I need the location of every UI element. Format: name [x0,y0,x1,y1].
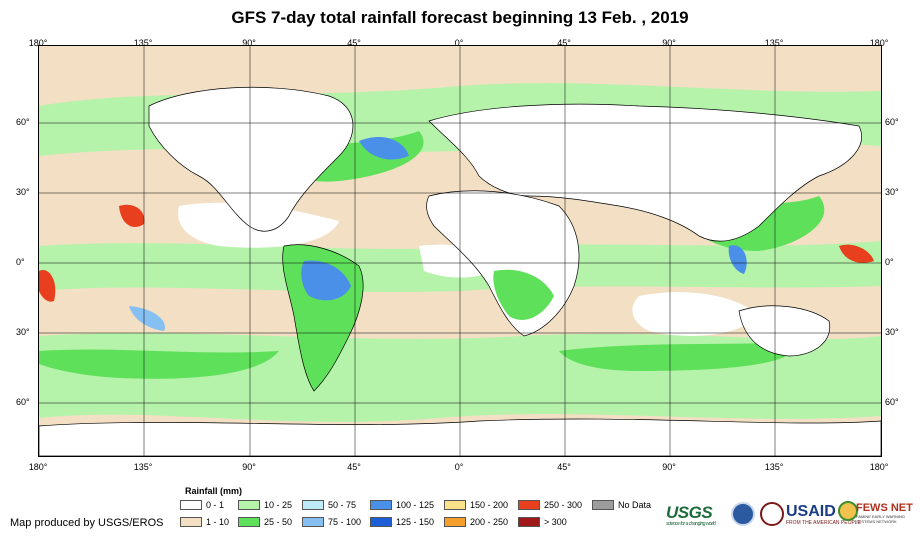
lon-label-top: 90° [242,38,256,48]
legend-label: 100 - 125 [396,500,435,510]
legend-swatch [444,517,466,527]
lon-label-top: 90° [662,38,676,48]
lon-label-top: 135° [133,38,153,48]
legend-item: 150 - 200 [444,500,508,510]
fews-tagline: FAMINE EARLY WARNING SYSTEMS NETWORK [856,514,906,524]
legend-label: 50 - 75 [328,500,357,510]
lon-label-bottom: 90° [662,462,676,472]
legend-label: 25 - 50 [264,517,293,527]
usgs-logo: USGS science for a changing world [666,503,716,527]
lon-label-top: 180° [869,38,889,48]
usaid-tagline: FROM THE AMERICAN PEOPLE [786,520,861,526]
legend-label: > 300 [544,517,567,527]
legend-item: 75 - 100 [302,517,361,527]
lon-label-bottom: 90° [242,462,256,472]
legend-item: 100 - 125 [370,500,434,510]
fews-globe-icon [838,501,858,521]
usgs-tagline: science for a changing world [666,521,716,527]
rainfall-map-graphic [39,46,881,456]
usgs-logo-text: USGS [666,503,713,522]
lon-label-bottom: 45° [557,462,571,472]
legend-label: No Data [618,500,652,510]
legend-swatch [518,517,540,527]
legend-label: 200 - 250 [470,517,509,527]
legend-item: 125 - 150 [370,517,434,527]
lat-label-left: 0° [16,257,25,267]
legend-label: 10 - 25 [264,500,293,510]
legend-swatch [238,500,260,510]
lat-label-right: 60° [885,397,899,407]
lon-label-top: 135° [764,38,784,48]
legend-item: 200 - 250 [444,517,508,527]
legend-swatch [370,500,392,510]
legend-swatch [370,517,392,527]
usaid-logo-text: USAID [786,503,836,520]
legend-item: 50 - 75 [302,500,356,510]
legend-item: 1 - 10 [180,517,229,527]
lat-label-left: 30° [16,187,30,197]
lat-label-right: 0° [885,257,894,267]
lon-label-top: 45° [557,38,571,48]
legend-label: 0 - 1 [206,500,225,510]
legend-label: 250 - 300 [544,500,583,510]
lon-label-bottom: 180° [28,462,48,472]
lon-label-bottom: 45° [347,462,361,472]
legend-item: 10 - 25 [238,500,292,510]
legend-swatch [180,517,202,527]
legend-swatch [592,500,614,510]
usaid-logo: USAID FROM THE AMERICAN PEOPLE [786,503,861,526]
legend-swatch [444,500,466,510]
legend-label: 75 - 100 [328,517,362,527]
lon-label-bottom: 135° [764,462,784,472]
lon-label-top: 180° [28,38,48,48]
lat-label-right: 30° [885,327,899,337]
legend-item: 250 - 300 [518,500,582,510]
legend-label: 1 - 10 [206,517,230,527]
lat-label-left: 30° [16,327,30,337]
noaa-logo-icon [731,502,755,526]
lon-label-top: 45° [347,38,361,48]
legend-swatch [238,517,260,527]
legend-item: > 300 [518,517,567,527]
lat-label-left: 60° [16,117,30,127]
legend-item: No Data [592,500,651,510]
legend-item: 25 - 50 [238,517,292,527]
legend-swatch [518,500,540,510]
legend-swatch [302,517,324,527]
lat-label-right: 60° [885,117,899,127]
legend-title: Rainfall (mm) [185,486,243,496]
lon-label-bottom: 135° [133,462,153,472]
legend-label: 150 - 200 [470,500,509,510]
credit-text: Map produced by USGS/EROS [10,517,164,529]
lon-label-bottom: 180° [869,462,889,472]
legend-swatch [180,500,202,510]
legend-swatch [302,500,324,510]
usaid-seal-icon [760,502,784,526]
lon-label-bottom: 0° [454,462,464,472]
lon-label-top: 0° [454,38,464,48]
lat-label-left: 60° [16,397,30,407]
rainfall-map [38,45,882,457]
legend-item: 0 - 1 [180,500,224,510]
legend-label: 125 - 150 [396,517,435,527]
lat-label-right: 30° [885,187,899,197]
fews-logo: FEWS NET FAMINE EARLY WARNING SYSTEMS NE… [856,502,920,524]
fews-logo-text: FEWS NET [856,502,913,514]
map-title: GFS 7-day total rainfall forecast beginn… [231,8,689,27]
